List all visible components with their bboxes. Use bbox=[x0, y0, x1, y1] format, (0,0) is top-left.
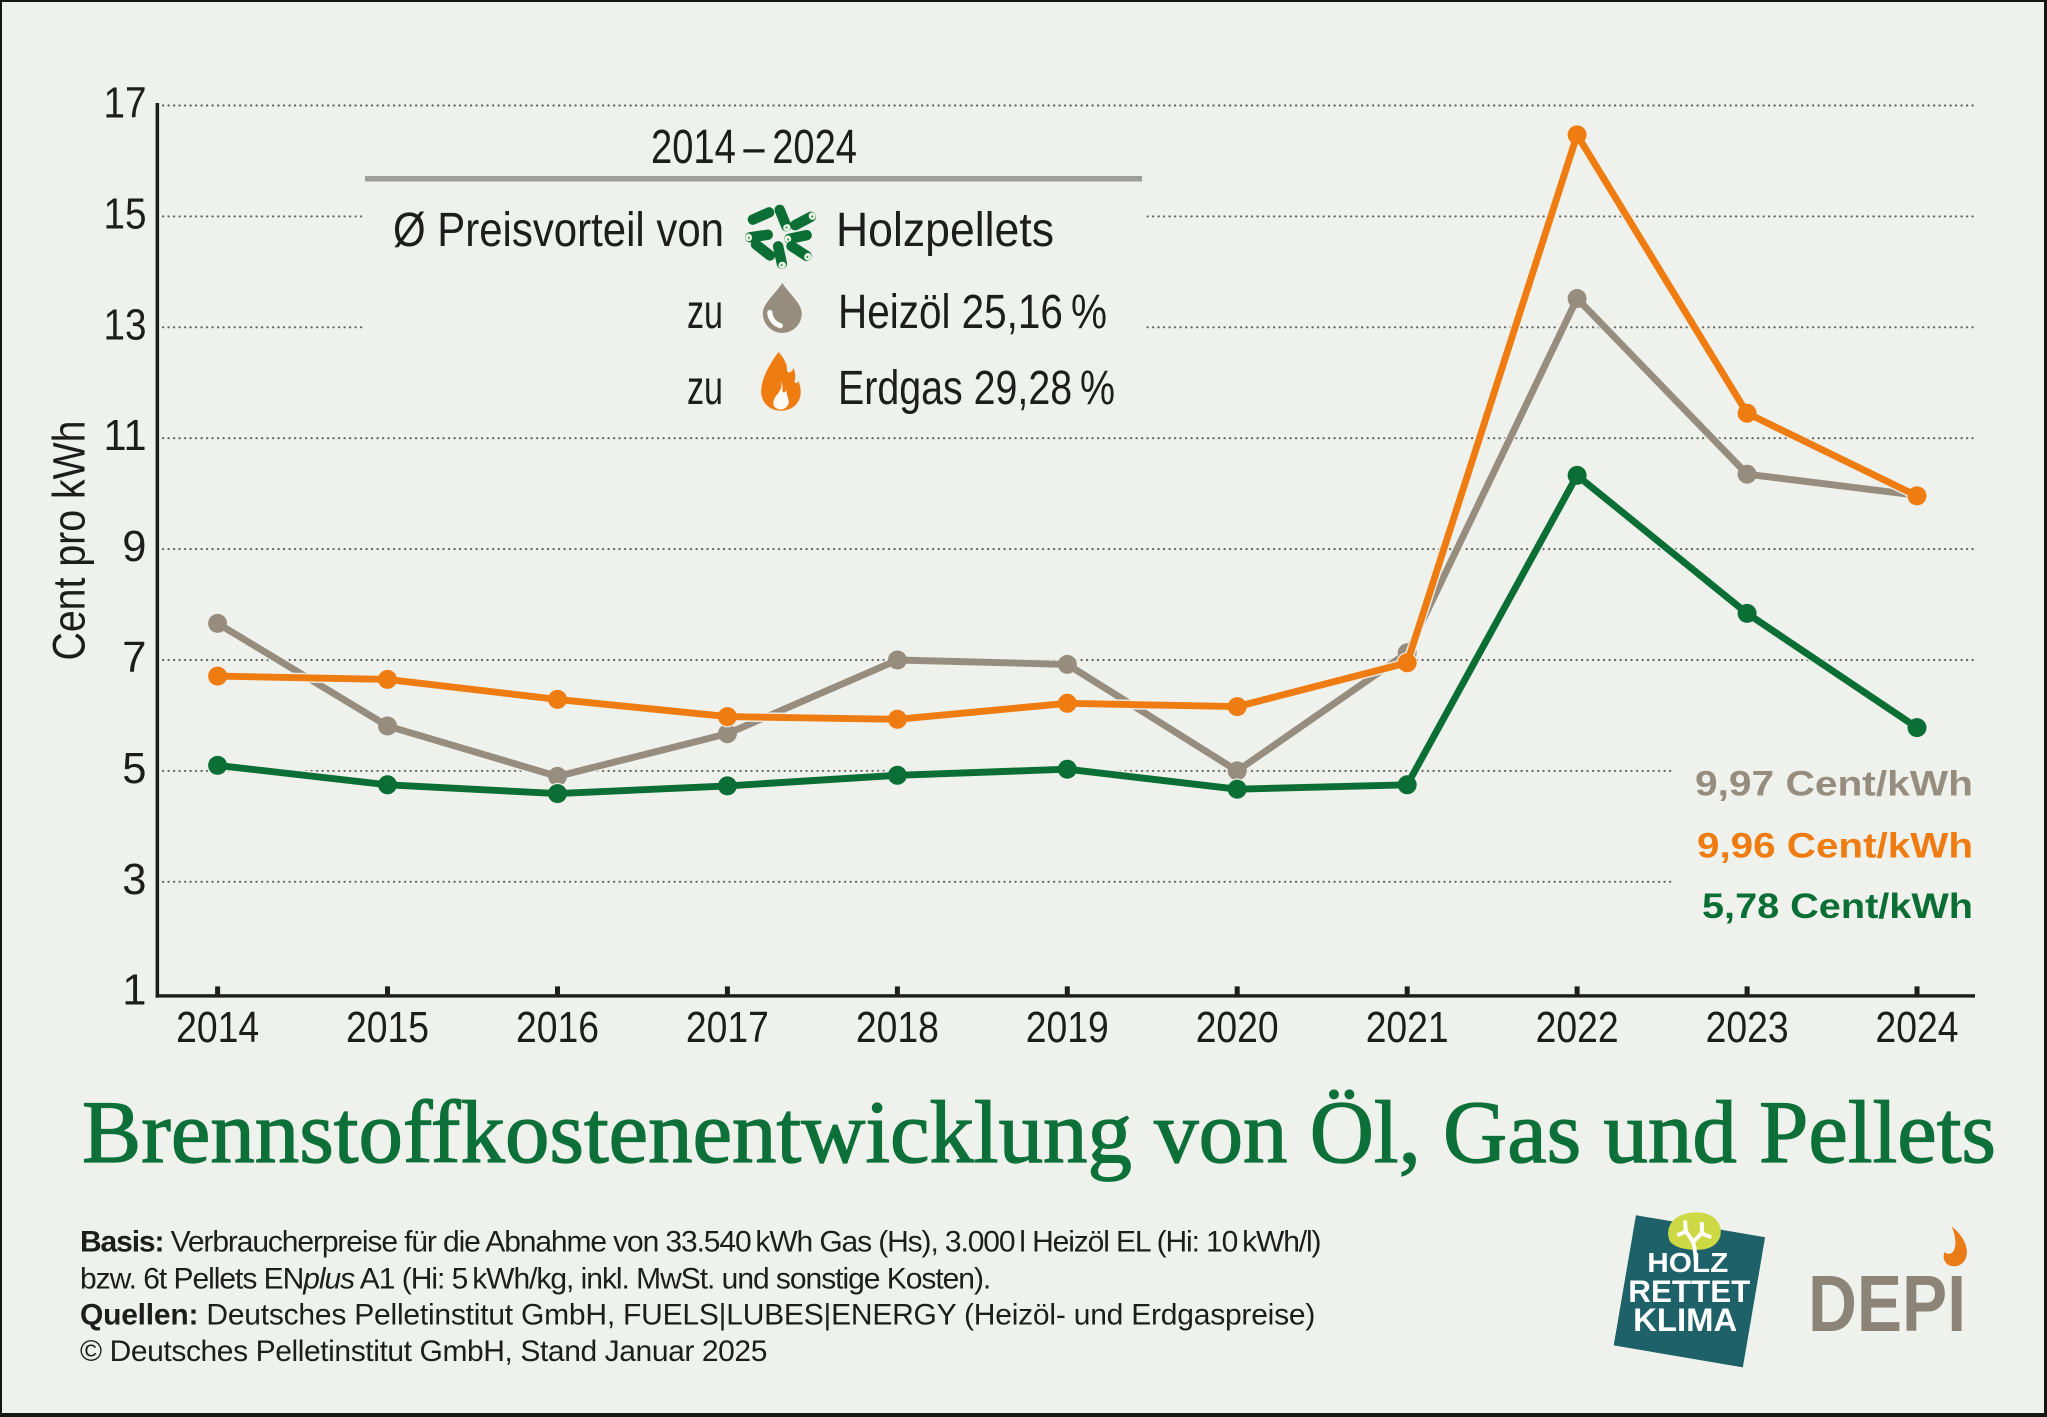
svg-text:2019: 2019 bbox=[1026, 1004, 1109, 1052]
svg-text:Erdgas 29,28 %: Erdgas 29,28 % bbox=[838, 362, 1115, 415]
svg-text:Ø Preisvorteil von: Ø Preisvorteil von bbox=[393, 204, 724, 257]
svg-text:3: 3 bbox=[122, 856, 146, 904]
svg-text:Heizöl 25,16 %: Heizöl 25,16 % bbox=[838, 286, 1107, 339]
svg-text:9,97 Cent/kWh: 9,97 Cent/kWh bbox=[1695, 765, 1973, 804]
svg-text:Basis: Verbraucherpreise für d: Basis: Verbraucherpreise für die Abnahme… bbox=[80, 1225, 1321, 1258]
svg-text:9,96 Cent/kWh: 9,96 Cent/kWh bbox=[1697, 827, 1973, 866]
svg-text:KLIMA: KLIMA bbox=[1633, 1302, 1737, 1338]
svg-text:2020: 2020 bbox=[1196, 1004, 1279, 1052]
svg-text:17: 17 bbox=[104, 80, 147, 128]
svg-text:2021: 2021 bbox=[1366, 1004, 1449, 1052]
svg-text:11: 11 bbox=[104, 412, 147, 460]
svg-text:5: 5 bbox=[122, 745, 146, 793]
svg-text:2014 – 2024: 2014 – 2024 bbox=[651, 121, 857, 174]
svg-text:© Deutsches Pelletinstitut Gmb: © Deutsches Pelletinstitut GmbH, Stand J… bbox=[80, 1335, 767, 1368]
svg-text:5,78 Cent/kWh: 5,78 Cent/kWh bbox=[1702, 887, 1973, 926]
svg-text:2022: 2022 bbox=[1536, 1004, 1619, 1052]
svg-text:zu: zu bbox=[687, 286, 723, 339]
svg-text:13: 13 bbox=[104, 301, 147, 349]
svg-text:2015: 2015 bbox=[346, 1004, 429, 1052]
svg-text:2017: 2017 bbox=[686, 1004, 769, 1052]
svg-text:2014: 2014 bbox=[176, 1004, 259, 1052]
svg-text:2016: 2016 bbox=[516, 1004, 599, 1052]
svg-text:Cent pro kWh: Cent pro kWh bbox=[44, 421, 95, 661]
svg-text:7: 7 bbox=[122, 634, 146, 682]
svg-text:HOLZ: HOLZ bbox=[1647, 1247, 1728, 1278]
svg-text:2018: 2018 bbox=[856, 1004, 939, 1052]
svg-text:DEPI: DEPI bbox=[1808, 1259, 1966, 1348]
svg-text:Brennstoffkostenentwicklung vo: Brennstoffkostenentwicklung von Öl, Gas … bbox=[82, 1084, 1996, 1182]
svg-text:Quellen: Deutsches Pelletinsti: Quellen: Deutsches Pelletinstitut GmbH, … bbox=[80, 1299, 1315, 1332]
svg-text:zu: zu bbox=[687, 362, 723, 415]
svg-text:2024: 2024 bbox=[1876, 1004, 1959, 1052]
svg-text:RETTET: RETTET bbox=[1628, 1273, 1750, 1309]
svg-text:Holzpellets: Holzpellets bbox=[836, 204, 1054, 257]
svg-text:bzw. 6t Pellets ENplus A1 (Hi:: bzw. 6t Pellets ENplus A1 (Hi: 5 kWh/kg,… bbox=[80, 1263, 990, 1296]
svg-text:2023: 2023 bbox=[1706, 1004, 1789, 1052]
svg-text:9: 9 bbox=[122, 523, 146, 571]
svg-text:1: 1 bbox=[122, 967, 146, 1015]
svg-text:15: 15 bbox=[104, 190, 147, 238]
